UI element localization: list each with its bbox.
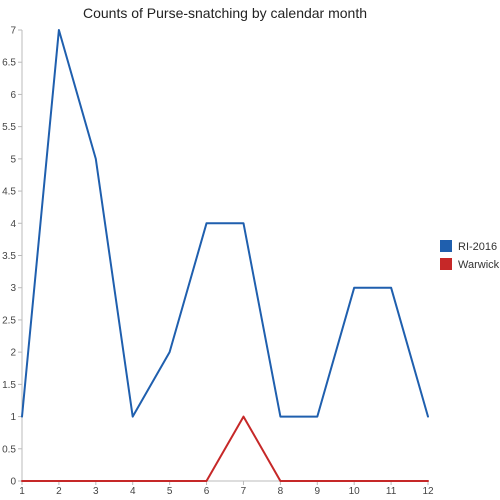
x-tick-label: 7 xyxy=(241,486,247,497)
y-tick-label: 0.5 xyxy=(2,444,16,455)
legend-swatch xyxy=(440,240,452,252)
y-tick-label: 7 xyxy=(10,26,16,37)
chart-title: Counts of Purse-snatching by calendar mo… xyxy=(83,5,367,21)
x-tick-label: 3 xyxy=(93,486,99,497)
x-tick-label: 5 xyxy=(167,486,173,497)
y-tick-label: 6 xyxy=(10,90,16,101)
y-tick-label: 1 xyxy=(10,412,16,423)
series-line-warwick xyxy=(21,415,429,482)
x-tick-label: 6 xyxy=(204,486,210,497)
x-tick-label: 4 xyxy=(130,486,136,497)
series-line-ri-2016 xyxy=(21,29,429,418)
y-tick-label: 4 xyxy=(10,219,16,230)
y-tick-label: 5 xyxy=(10,154,16,165)
x-tick-label: 1 xyxy=(19,486,25,497)
y-tick-label: 0 xyxy=(10,477,16,488)
y-tick-label: 5.5 xyxy=(2,122,16,133)
y-tick-label: 1.5 xyxy=(2,380,16,391)
y-tick-label: 6.5 xyxy=(2,58,16,69)
x-tick-label: 11 xyxy=(386,486,397,497)
y-tick-label: 2 xyxy=(10,348,16,359)
axes: 00.511.522.533.544.555.566.571 2 3 4 5 6 7 8 9 10… xyxy=(2,26,434,498)
x-tick-label: 8 xyxy=(278,486,284,497)
x-tick-label: 9 xyxy=(314,486,320,497)
legend: RI-2016 Warwick xyxy=(440,240,500,271)
x-tick-label: 12 xyxy=(422,486,434,497)
x-tick-label: 10 xyxy=(349,486,361,497)
y-tick-label: 3.5 xyxy=(2,251,16,262)
legend-label: RI-2016 xyxy=(458,241,497,253)
legend-label: Warwick xyxy=(458,259,500,271)
x-tick-label: 2 xyxy=(56,486,62,497)
y-tick-label: 2.5 xyxy=(2,315,16,326)
plot-lines xyxy=(21,29,429,482)
y-tick-label: 3 xyxy=(10,283,16,294)
y-tick-label: 4.5 xyxy=(2,187,16,198)
legend-swatch xyxy=(440,258,452,270)
